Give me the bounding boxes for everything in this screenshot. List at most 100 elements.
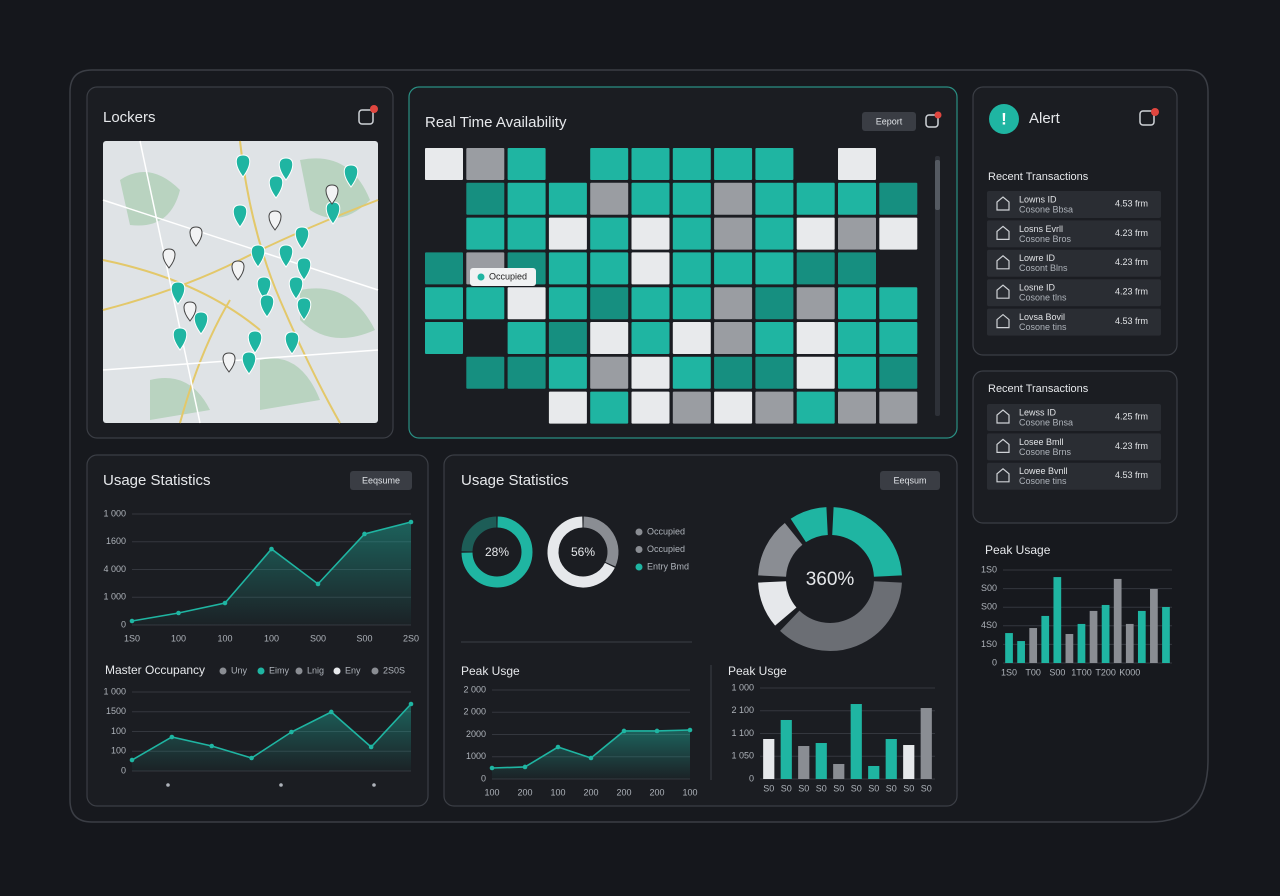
button-label: Eeqsum bbox=[893, 475, 926, 485]
donut-segment bbox=[790, 507, 829, 543]
locker-id: Lowns ID bbox=[1019, 194, 1057, 204]
availability-cell bbox=[755, 148, 794, 180]
badges bbox=[370, 105, 1159, 119]
x-tick-label: S0 bbox=[868, 783, 879, 793]
x-tick-label: 2S0 bbox=[403, 633, 419, 643]
locker-id: Losee Bmll bbox=[1019, 437, 1064, 447]
bar bbox=[1101, 604, 1110, 663]
scrollbar-thumb[interactable] bbox=[935, 160, 940, 210]
y-tick-label: 1 000 bbox=[103, 508, 126, 518]
y-tick-label: 100 bbox=[111, 726, 126, 736]
legend-label: Entry Bmd bbox=[647, 561, 689, 571]
availability-cell bbox=[590, 322, 629, 354]
bar bbox=[1113, 578, 1122, 663]
availability-cell bbox=[425, 287, 463, 320]
map-pin bbox=[268, 210, 282, 231]
availability-cell bbox=[548, 217, 587, 250]
point bbox=[209, 743, 215, 749]
donut-segment bbox=[547, 516, 615, 588]
donut-segment bbox=[758, 580, 797, 626]
x-tick-label: S0 bbox=[921, 783, 932, 793]
point bbox=[687, 727, 693, 733]
donut-center: 360% bbox=[806, 569, 855, 590]
transaction-row bbox=[987, 249, 1161, 277]
transaction-time: 4.23 frm bbox=[1115, 441, 1148, 451]
x-tick-label: S00 bbox=[356, 633, 372, 643]
availability-cell bbox=[714, 252, 753, 285]
availability-cell bbox=[425, 148, 463, 180]
locker-icon bbox=[996, 313, 1010, 329]
point bbox=[522, 764, 528, 770]
bar bbox=[903, 745, 915, 779]
map-pin bbox=[268, 175, 284, 199]
export-button[interactable] bbox=[880, 471, 940, 490]
x-tick-dot bbox=[279, 783, 283, 787]
x-tick-label: S0 bbox=[763, 783, 774, 793]
transaction-row bbox=[987, 308, 1161, 336]
availability-cell bbox=[672, 356, 711, 389]
point bbox=[129, 618, 135, 624]
donut-segment bbox=[461, 516, 497, 552]
availability-cell bbox=[548, 182, 587, 215]
donut-segment bbox=[461, 516, 533, 588]
x-tick-label: 100 bbox=[171, 633, 186, 643]
map-pin bbox=[172, 327, 188, 351]
availability-cell bbox=[838, 182, 876, 215]
tooltip bbox=[470, 268, 536, 286]
map-pin bbox=[235, 154, 251, 178]
x-tick-label: S0 bbox=[833, 783, 844, 793]
locker-sub: Cosont Blns bbox=[1019, 263, 1068, 273]
availability-cell bbox=[631, 322, 670, 354]
export-button[interactable] bbox=[350, 471, 412, 490]
tooltip-label: Occupied bbox=[489, 271, 527, 281]
availability-cell bbox=[838, 391, 876, 424]
availability-cell bbox=[631, 217, 670, 250]
legend-label: Eny bbox=[345, 665, 361, 675]
section-title: Recent Transactions bbox=[988, 383, 1089, 395]
y-tick-label: 1 100 bbox=[731, 728, 754, 738]
donut-segment bbox=[780, 580, 902, 651]
availability-cell bbox=[714, 182, 753, 215]
locker-sub: Cosone tins bbox=[1019, 476, 1067, 486]
transaction-time: 4.53 frm bbox=[1115, 470, 1148, 480]
x-tick-label: 200 bbox=[616, 787, 631, 797]
availability-cell bbox=[507, 322, 546, 354]
bar bbox=[763, 739, 775, 779]
y-tick-label: 0 bbox=[749, 773, 754, 783]
locker-icon bbox=[996, 196, 1010, 211]
scrollbar[interactable] bbox=[935, 156, 940, 416]
area bbox=[492, 730, 690, 779]
availability-cell bbox=[548, 252, 587, 285]
x-tick-label: 1S0 bbox=[124, 633, 140, 643]
availability-cell bbox=[466, 356, 505, 389]
legend-swatch bbox=[635, 546, 643, 553]
donut-segment bbox=[831, 507, 902, 578]
availability-cell bbox=[796, 356, 835, 389]
x-tick-label: S00 bbox=[310, 633, 326, 643]
y-tick-label: 1S0 bbox=[981, 639, 997, 649]
y-tick-label: 1500 bbox=[106, 706, 126, 716]
export-button[interactable] bbox=[862, 112, 916, 131]
bar bbox=[1150, 588, 1158, 663]
map-pin bbox=[256, 276, 272, 300]
bar bbox=[1125, 623, 1134, 663]
usage-left-panel bbox=[86, 454, 429, 807]
locker-icon bbox=[996, 284, 1010, 299]
legend-swatch bbox=[333, 667, 341, 675]
availability-cell bbox=[548, 287, 587, 320]
chart-title: Peak Usage bbox=[985, 543, 1051, 557]
x-tick-label: 100 bbox=[484, 787, 499, 797]
bar bbox=[1137, 610, 1146, 663]
bar bbox=[1017, 641, 1025, 663]
map-pin bbox=[284, 331, 300, 355]
map-pin bbox=[288, 276, 304, 300]
locker-id: Lowre ID bbox=[1019, 253, 1056, 263]
locker-icon bbox=[996, 438, 1010, 453]
chart-title: Peak Usge bbox=[728, 664, 787, 678]
availability-cell bbox=[590, 182, 629, 215]
availability-cell bbox=[714, 356, 753, 389]
point bbox=[249, 755, 254, 761]
availability-cell bbox=[838, 287, 876, 320]
x-tick-label: S00 bbox=[1049, 667, 1065, 677]
usage-mid-panel bbox=[443, 454, 958, 807]
